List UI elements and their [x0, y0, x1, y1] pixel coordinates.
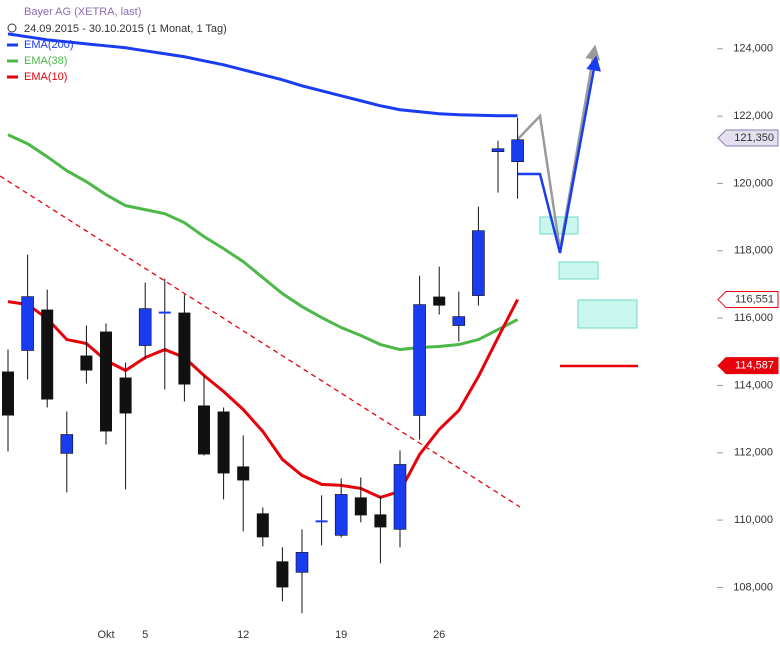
candle-body: [354, 497, 367, 516]
candle-body: [413, 304, 426, 416]
candle-body: [374, 514, 387, 528]
candle-body: [119, 377, 132, 414]
y-tick-label: 124,000: [733, 43, 773, 55]
candle-body: [178, 312, 191, 385]
target-box: [558, 261, 599, 280]
x-tick-label: 26: [433, 629, 445, 641]
indicator-layer: [7, 32, 519, 499]
candle-body: [198, 405, 210, 455]
price-tag: [717, 129, 779, 147]
y-tick-label: 108,000: [733, 581, 773, 593]
price-tag-label: 114,587: [735, 360, 774, 372]
candle-body: [237, 466, 250, 481]
candle-body: [158, 311, 171, 314]
candle-body: [295, 552, 309, 573]
candle-body: [511, 139, 524, 163]
y-tick-label: 112,000: [734, 447, 773, 459]
clock-icon: [7, 23, 17, 33]
target-box: [577, 299, 638, 329]
projection-gray: [517, 44, 601, 251]
legend-label: EMA(200): [24, 39, 74, 51]
x-tick-label: 5: [142, 629, 148, 641]
chart-title: Bayer AG (XETRA, last): [24, 6, 141, 18]
candle-body: [80, 355, 93, 371]
price-tag-label: 121,350: [734, 132, 774, 144]
candle-body: [256, 513, 269, 538]
trend-line: [0, 175, 521, 508]
y-tick-label: 116,000: [734, 312, 773, 324]
candle-body: [452, 316, 466, 326]
x-tick-label: Okt: [97, 629, 114, 641]
ema-line: [7, 298, 519, 499]
y-tick-label: 110,000: [734, 514, 773, 526]
candle-body: [276, 561, 289, 588]
y-tick-label: 122,000: [733, 110, 773, 122]
candle-body: [138, 308, 152, 346]
ema-line: [7, 32, 518, 118]
y-tick-label: 118,000: [734, 245, 773, 257]
price-tag-label: 116,551: [735, 293, 774, 305]
candle-body: [334, 494, 348, 536]
candle-body: [2, 371, 14, 416]
candle-body: [472, 230, 485, 296]
y-tick-label: 120,000: [733, 177, 773, 189]
legend-label: EMA(38): [24, 55, 67, 67]
legend-label: EMA(10): [24, 71, 67, 83]
candle-body: [393, 464, 407, 530]
y-tick-label: 114,000: [734, 379, 773, 391]
candle-body: [315, 520, 328, 523]
price-tag: [717, 357, 779, 375]
price-tag: [717, 291, 779, 309]
candle-body: [21, 296, 34, 351]
projection-blue: [518, 55, 602, 254]
candle-body: [217, 411, 230, 474]
candle-body: [100, 331, 112, 432]
ema-line: [7, 133, 519, 352]
x-tick-label: 19: [335, 629, 347, 641]
candle-body: [491, 148, 505, 153]
candle-body: [60, 434, 74, 454]
candle-body: [433, 296, 446, 306]
legend: EMA(200) EMA(38) EMA(10): [7, 39, 74, 83]
chart-subtitle: 24.09.2015 - 30.10.2015 (1 Monat, 1 Tag): [24, 23, 227, 35]
x-tick-label: 12: [237, 629, 249, 641]
candle-body: [41, 309, 54, 400]
target-box: [539, 216, 579, 235]
